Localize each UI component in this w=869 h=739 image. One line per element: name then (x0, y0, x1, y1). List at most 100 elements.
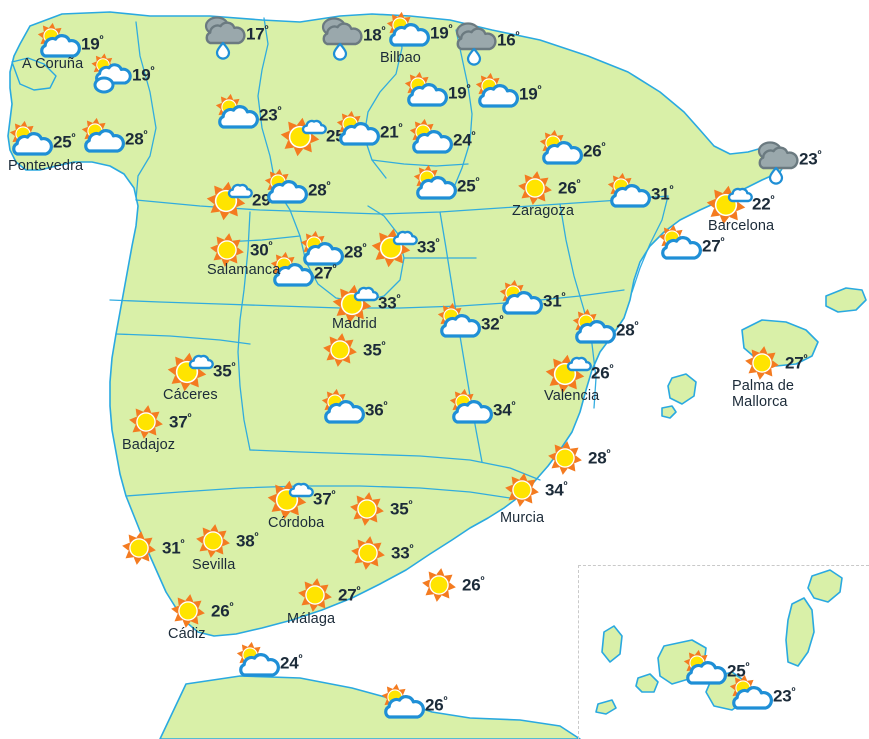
city-label-c-ceres: Cáceres (163, 387, 218, 403)
island-ibiza (667, 373, 697, 405)
temperature-value: 33º (378, 292, 401, 313)
city-label-sevilla: Sevilla (192, 557, 236, 573)
degree-symbol: º (475, 175, 480, 188)
weather-station-granada[interactable]: 33º (348, 535, 414, 571)
weather-station-huelva[interactable]: 31º (119, 530, 185, 566)
weather-station-acoruna[interactable]: 19º (37, 22, 104, 62)
sun-icon (320, 332, 364, 368)
degree-symbol: º (383, 399, 388, 412)
weather-station-badajoz[interactable]: 37º (126, 404, 192, 440)
temperature-value: 33º (391, 542, 414, 563)
degree-symbol: º (71, 131, 76, 144)
degree-symbol: º (298, 652, 303, 665)
weather-station-soria[interactable]: 25º (413, 164, 480, 204)
weather-station-almeria[interactable]: 26º (419, 567, 485, 603)
weather-station-albacete[interactable]: 34º (449, 388, 516, 428)
weather-station-melilla[interactable]: 26º (381, 683, 448, 723)
weather-station-segovia[interactable]: 28º (300, 230, 367, 270)
weather-station-valladolid[interactable]: 28º (264, 168, 331, 208)
weather-station-toledo[interactable]: 35º (320, 332, 386, 368)
degree-symbol: º (515, 29, 520, 42)
sun-behind-cloud-icon (409, 118, 454, 158)
degree-symbol: º (537, 83, 542, 96)
sun-behind-cloud-icon (37, 22, 82, 62)
temperature-value: 37º (169, 411, 192, 432)
temperature-value: 19º (430, 22, 453, 43)
city-label-pontevedra: Pontevedra (8, 158, 84, 174)
weather-station-navarra[interactable]: 19º (475, 72, 542, 112)
city-label-barcelona: Barcelona (708, 218, 775, 234)
weather-station-cordoba[interactable]: 37º (267, 480, 336, 520)
temperature-value: 21º (380, 121, 403, 142)
rain-cloud-icon (203, 16, 247, 60)
weather-station-cantabria[interactable]: 18º (320, 17, 386, 61)
temperature-value: 25º (53, 131, 76, 152)
weather-station-huesca[interactable]: 26º (539, 129, 606, 169)
weather-station-valencia[interactable]: 26º (545, 354, 614, 394)
weather-station-zaragoza[interactable]: 26º (515, 170, 581, 206)
weather-station-burgos[interactable]: 21º (336, 110, 403, 150)
degree-symbol: º (381, 339, 386, 352)
weather-station-salamanca[interactable]: 30º (207, 232, 273, 268)
temperature-value: 26º (591, 362, 614, 383)
weather-station-tarragona[interactable]: 27º (658, 224, 725, 264)
temperature-value: 26º (583, 140, 606, 161)
weather-station-pontevedra[interactable]: 25º (9, 120, 76, 160)
sun-behind-cloud-icon (539, 129, 584, 169)
sun-icon (193, 523, 237, 559)
weather-station-castellon[interactable]: 28º (572, 308, 639, 348)
weather-station-alava[interactable]: 19º (404, 71, 471, 111)
temperature-value: 24º (453, 129, 476, 150)
weather-station-barcelona[interactable]: 22º (706, 185, 775, 225)
sun-icon (502, 472, 546, 508)
weather-station-murcia[interactable]: 34º (502, 472, 568, 508)
weather-station-malaga[interactable]: 27º (295, 577, 361, 613)
weather-station-ciudadreal[interactable]: 36º (321, 388, 388, 428)
degree-symbol: º (362, 241, 367, 254)
weather-station-guadalajara[interactable]: 33º (371, 228, 440, 268)
weather-station-avila[interactable]: 27º (270, 251, 337, 291)
weather-station-jaen[interactable]: 35º (347, 491, 413, 527)
sun-with-small-cloud-icon (371, 228, 418, 268)
city-label-valencia: Valencia (544, 388, 600, 404)
weather-station-bilbao[interactable]: 19º (386, 11, 453, 51)
weather-station-asturias[interactable]: 17º (203, 16, 269, 60)
weather-station-cadiz[interactable]: 26º (168, 593, 234, 629)
temperature-value: 35º (363, 339, 386, 360)
weather-station-teruel[interactable]: 31º (499, 279, 566, 319)
weather-station-larioja[interactable]: 24º (409, 118, 476, 158)
weather-station-ourense[interactable]: 28º (81, 117, 148, 157)
degree-symbol: º (511, 399, 516, 412)
sun-with-small-cloud-icon (267, 480, 314, 520)
weather-station-caceres[interactable]: 35º (167, 352, 236, 392)
sun-behind-cloud-icon (572, 308, 617, 348)
weather-station-leon[interactable]: 23º (215, 93, 282, 133)
sun-behind-cloud-icon (413, 164, 458, 204)
sun-icon (295, 577, 339, 613)
degree-symbol: º (576, 177, 581, 190)
weather-station-gran-canaria[interactable]: 23º (729, 674, 796, 714)
degree-symbol: º (180, 537, 185, 550)
city-label-m-laga: Málaga (287, 611, 336, 627)
sun-behind-cloud-icon (683, 649, 728, 689)
degree-symbol: º (609, 362, 614, 375)
weather-station-girona-r[interactable]: 23º (756, 141, 822, 185)
island-la-gomera (635, 673, 659, 693)
weather-station-tenerife[interactable]: 25º (683, 649, 750, 689)
weather-station-cuenca[interactable]: 32º (437, 302, 504, 342)
sun-with-small-cloud-icon (332, 284, 379, 324)
weather-station-ceuta[interactable]: 24º (236, 641, 303, 681)
weather-station-guipuzcoa[interactable]: 16º (454, 22, 520, 66)
weather-station-madrid[interactable]: 33º (332, 284, 401, 324)
weather-station-lugo-n[interactable]: 19º (89, 53, 155, 94)
temperature-value: 26º (462, 574, 485, 595)
degree-symbol: º (745, 660, 750, 673)
weather-station-mallorca[interactable]: 27º (742, 345, 808, 381)
degree-symbol: º (254, 530, 259, 543)
degree-symbol: º (99, 33, 104, 46)
weather-station-lleida[interactable]: 31º (607, 172, 674, 212)
temperature-value: 34º (493, 399, 516, 420)
temperature-value: 28º (344, 241, 367, 262)
weather-station-alicante[interactable]: 28º (545, 440, 611, 476)
weather-station-sevilla[interactable]: 38º (193, 523, 259, 559)
